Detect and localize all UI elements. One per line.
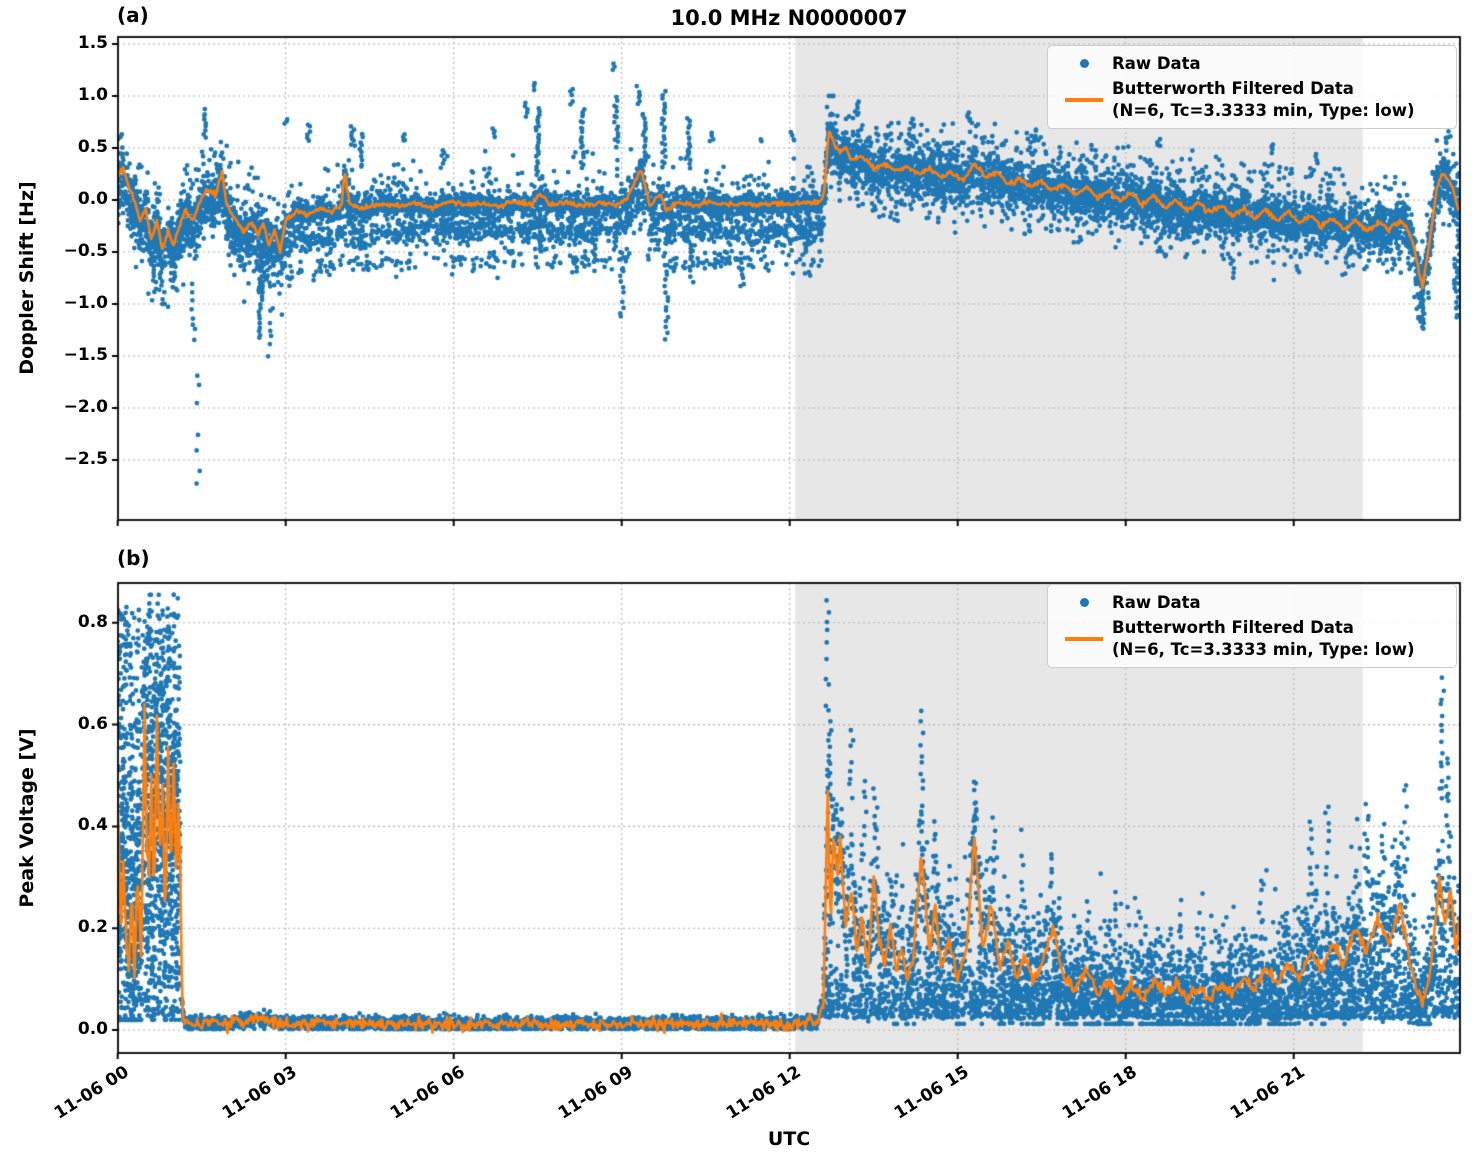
y-tick-label: −1.5 — [63, 345, 108, 365]
legend-filtered-label-line2: (N=6, Tc=3.3333 min, Type: low) — [1112, 639, 1415, 659]
y-tick-label: 0.6 — [77, 713, 108, 734]
legend-filtered-row: Butterworth Filtered Data (N=6, Tc=3.333… — [1056, 78, 1446, 121]
filtered-data-line-icon — [1056, 97, 1112, 102]
y-axis-label-voltage: Peak Voltage [V] — [16, 728, 38, 908]
y-tick-label: 1.0 — [77, 85, 108, 105]
y-tick-label: −0.5 — [63, 241, 108, 261]
legend-filtered-row: Butterworth Filtered Data (N=6, Tc=3.333… — [1056, 617, 1446, 660]
y-axis-label-doppler: Doppler Shift [Hz] — [16, 181, 38, 375]
y-tick-label: 0.4 — [77, 815, 108, 836]
figure-title: 10.0 MHz N0000007 — [670, 6, 908, 30]
legend-raw-row: Raw Data — [1056, 53, 1446, 74]
panel-b-label: (b) — [117, 546, 150, 570]
y-tick-label: 0.0 — [77, 1019, 108, 1039]
y-tick-label: 0.0 — [77, 189, 108, 209]
y-tick-label: 0.5 — [77, 137, 108, 157]
y-tick-label: 0.8 — [77, 611, 108, 632]
legend-filtered-label-line1: Butterworth Filtered Data — [1112, 79, 1354, 99]
y-tick-label: 1.5 — [77, 33, 108, 53]
legend-raw-row: Raw Data — [1056, 592, 1446, 613]
legend-filtered-label-line1: Butterworth Filtered Data — [1112, 618, 1354, 638]
raw-data-dot-icon — [1056, 59, 1112, 69]
x-axis-label: UTC — [767, 1128, 811, 1150]
y-tick-label: 0.2 — [77, 917, 108, 938]
filtered-data-line-icon — [1056, 636, 1112, 641]
y-tick-label: −2.5 — [63, 449, 108, 469]
legend-panel-a: Raw Data Butterworth Filtered Data (N=6,… — [1047, 45, 1457, 130]
legend-raw-label: Raw Data — [1112, 54, 1201, 73]
legend-raw-label: Raw Data — [1112, 593, 1201, 612]
legend-filtered-label-line2: (N=6, Tc=3.3333 min, Type: low) — [1112, 100, 1415, 120]
y-tick-label: −2.0 — [63, 397, 108, 417]
legend-panel-b: Raw Data Butterworth Filtered Data (N=6,… — [1047, 584, 1457, 669]
raw-data-dot-icon — [1056, 598, 1112, 608]
y-tick-label: −1.0 — [63, 293, 108, 313]
panel-a-label: (a) — [117, 3, 149, 27]
